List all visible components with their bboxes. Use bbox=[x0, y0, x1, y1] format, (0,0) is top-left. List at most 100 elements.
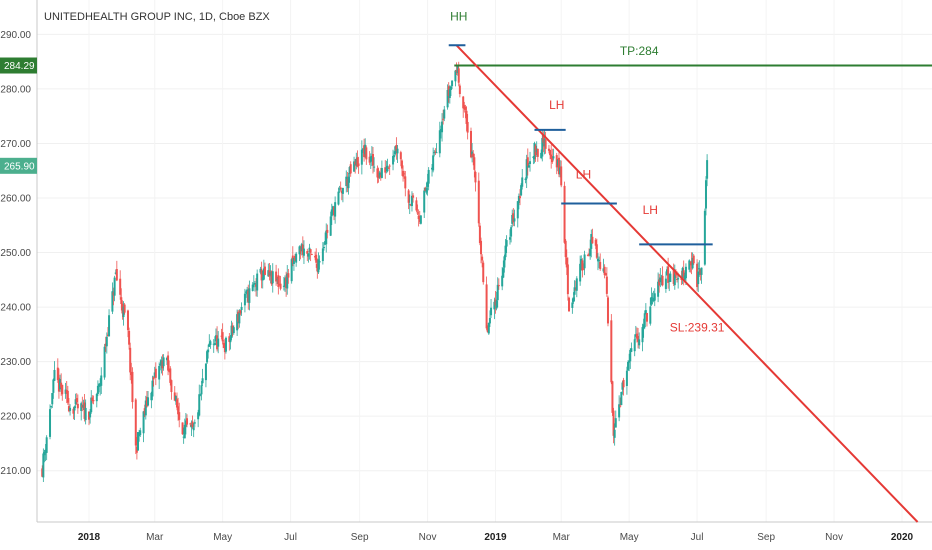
x-tick-label: May bbox=[620, 532, 639, 543]
candle-body bbox=[122, 306, 125, 318]
candle-body bbox=[503, 256, 506, 268]
candle-body bbox=[246, 289, 249, 295]
candle-body bbox=[103, 346, 106, 378]
x-tick-label: Nov bbox=[825, 532, 843, 543]
candle-body bbox=[629, 349, 632, 362]
candle-body bbox=[363, 145, 366, 158]
candle-body bbox=[106, 334, 109, 337]
candle-body bbox=[504, 245, 507, 258]
candle-body bbox=[333, 206, 336, 216]
y-tick-label: 250.00 bbox=[0, 248, 31, 259]
x-axis-ticks: 2018 Mar May Jul Sep Nov 2019 Mar May Jul Sep Nov 20… bbox=[78, 532, 914, 543]
candle-body bbox=[286, 273, 289, 289]
candle-body bbox=[635, 333, 638, 339]
candle-body bbox=[378, 172, 381, 178]
candle-body bbox=[317, 259, 320, 273]
x-tick-label: 2020 bbox=[891, 532, 914, 543]
downtrend-line bbox=[455, 44, 919, 523]
candle-body bbox=[232, 327, 235, 334]
candle-body bbox=[119, 278, 122, 295]
candle-body bbox=[213, 343, 216, 345]
candle-body bbox=[677, 278, 680, 280]
candle-body bbox=[431, 167, 434, 170]
candle-body bbox=[579, 263, 582, 282]
candle-body bbox=[621, 382, 624, 390]
candle-body bbox=[206, 351, 209, 363]
candle-body bbox=[355, 158, 358, 166]
candle-body bbox=[598, 260, 601, 262]
candle-body bbox=[229, 337, 232, 343]
candle-body bbox=[586, 254, 589, 256]
candle-body bbox=[59, 379, 62, 390]
candle-body bbox=[409, 204, 412, 206]
candle-body bbox=[346, 179, 349, 186]
candle-body bbox=[334, 202, 337, 217]
candle-body bbox=[552, 156, 555, 159]
candle-body bbox=[291, 255, 294, 264]
candle-body bbox=[688, 260, 691, 270]
candle-body bbox=[292, 257, 295, 264]
candle-body bbox=[697, 271, 700, 285]
candle-body bbox=[72, 408, 75, 414]
candle-body bbox=[92, 400, 95, 402]
candle-body bbox=[104, 343, 107, 347]
candle-body bbox=[370, 155, 373, 157]
candle-body bbox=[162, 357, 165, 367]
candle-body bbox=[193, 422, 196, 424]
candle-body bbox=[43, 452, 46, 456]
candle-body bbox=[591, 236, 594, 244]
candle-body bbox=[527, 165, 530, 168]
candle-body bbox=[622, 379, 625, 388]
price-badge-label: 284.29 bbox=[4, 61, 35, 72]
candle-body bbox=[643, 313, 646, 328]
candle-body bbox=[348, 167, 351, 174]
candle-body bbox=[568, 297, 571, 312]
candle-body bbox=[299, 249, 302, 252]
candle-body bbox=[151, 380, 154, 397]
candle-body bbox=[212, 343, 215, 345]
candle-body bbox=[236, 314, 239, 331]
candle-body bbox=[153, 372, 156, 377]
candle-body bbox=[412, 195, 415, 198]
candle-body bbox=[472, 153, 475, 158]
candle-body bbox=[245, 291, 248, 293]
candle-body bbox=[84, 407, 87, 421]
candle-body bbox=[657, 281, 660, 297]
candle-body bbox=[542, 134, 545, 143]
annotation-labels: HH TP:284 LH LH LH SL:239.31 bbox=[450, 10, 725, 335]
candle-body bbox=[477, 180, 480, 224]
candle-body bbox=[152, 377, 155, 380]
candle-body bbox=[393, 155, 396, 158]
candle-body bbox=[496, 284, 499, 301]
candle-body bbox=[275, 271, 278, 282]
chart-annotation: HH bbox=[450, 10, 467, 24]
candle-body bbox=[139, 430, 142, 436]
candle-body bbox=[131, 371, 134, 403]
candle-body bbox=[628, 360, 631, 363]
y-tick-label: 240.00 bbox=[0, 303, 31, 314]
candle-body bbox=[82, 404, 85, 408]
candle-body bbox=[633, 339, 636, 352]
candle-body bbox=[547, 148, 550, 151]
candle-body bbox=[529, 161, 532, 165]
candle-body bbox=[423, 190, 426, 213]
candle-body bbox=[325, 230, 328, 245]
candle-body bbox=[224, 337, 227, 352]
candle-body bbox=[279, 283, 282, 289]
candle-body bbox=[159, 364, 162, 366]
candle-body bbox=[469, 130, 472, 158]
candle-body bbox=[160, 360, 163, 366]
candle-body bbox=[520, 185, 523, 196]
candle-body bbox=[604, 273, 607, 276]
candle-body bbox=[613, 429, 616, 438]
candle-body bbox=[294, 255, 297, 261]
candle-body bbox=[667, 266, 670, 283]
candle-body bbox=[589, 249, 592, 256]
candle-body bbox=[90, 397, 93, 413]
candle-body bbox=[276, 278, 279, 280]
candle-body bbox=[455, 70, 458, 73]
candle-body bbox=[100, 375, 103, 386]
candle-body bbox=[261, 277, 264, 281]
candle-body bbox=[340, 190, 343, 194]
candle-body bbox=[321, 248, 324, 262]
